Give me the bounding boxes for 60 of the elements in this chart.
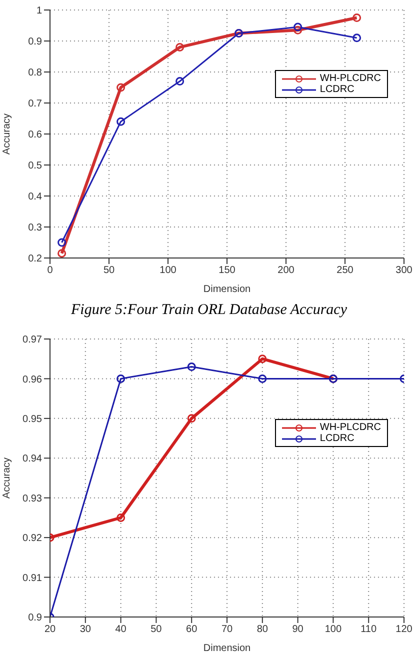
point bbox=[116, 117, 126, 126]
y-tick-label: 0.8 bbox=[28, 68, 42, 79]
x-tick-label: 50 bbox=[103, 265, 115, 276]
x-tick-label: 250 bbox=[336, 265, 354, 276]
caption: Figure 5:Four Train ORL Database Accuracy bbox=[70, 302, 348, 319]
point bbox=[187, 362, 196, 372]
point bbox=[352, 34, 362, 42]
point bbox=[258, 354, 267, 364]
point bbox=[116, 513, 126, 522]
y-tick-label: 0.91 bbox=[22, 572, 42, 584]
point bbox=[294, 22, 302, 32]
point bbox=[352, 14, 362, 22]
point bbox=[58, 249, 66, 258]
x-tick-label: 300 bbox=[396, 265, 413, 276]
y-tick-label: 0.7 bbox=[28, 98, 42, 110]
y-tick-label: 1 bbox=[36, 6, 42, 17]
x-tick-label: 30 bbox=[80, 624, 92, 636]
y-tick-label: 0.97 bbox=[22, 334, 42, 346]
y-axis-title: Accuracy bbox=[2, 113, 13, 155]
x-tick-label: 90 bbox=[292, 624, 304, 636]
y-tick-label: 0.2 bbox=[28, 254, 42, 265]
x-tick-label: 70 bbox=[221, 624, 233, 636]
x-tick-label: 120 bbox=[396, 624, 413, 636]
point bbox=[187, 414, 196, 423]
y-tick-label: 0.96 bbox=[22, 374, 42, 386]
y-tick-label: 0.6 bbox=[28, 130, 42, 141]
x-tick-label: 100 bbox=[160, 265, 177, 276]
y-tick-label: 0.94 bbox=[22, 454, 42, 465]
x-tick-label: 150 bbox=[218, 265, 236, 276]
y-tick-label: 0.92 bbox=[22, 533, 42, 544]
y-axis-title: Accuracy bbox=[2, 457, 13, 499]
x-tick-label: 80 bbox=[256, 624, 268, 636]
legend-label: LCDRC bbox=[320, 84, 354, 95]
point bbox=[116, 83, 126, 92]
x-tick-label: 60 bbox=[186, 624, 198, 636]
x-tick-label: 0 bbox=[47, 265, 54, 276]
y-tick-label: 0.4 bbox=[28, 192, 42, 203]
y-tick-label: 0.9 bbox=[28, 36, 42, 48]
point bbox=[176, 77, 184, 86]
point bbox=[116, 374, 126, 383]
point bbox=[176, 42, 184, 52]
legend-label: LCDRC bbox=[320, 433, 354, 444]
point bbox=[294, 26, 302, 34]
x-tick-label: 50 bbox=[150, 624, 162, 636]
y-tick-label: 0.93 bbox=[22, 493, 42, 504]
x-tick-label: 200 bbox=[278, 265, 295, 276]
y-tick-label: 0.9 bbox=[28, 612, 42, 624]
y-tick-label: 0.95 bbox=[22, 414, 42, 425]
x-axis-title: Dimension bbox=[203, 643, 251, 654]
point bbox=[58, 238, 66, 247]
y-tick-label: 0.3 bbox=[28, 222, 42, 234]
x-tick-label: 20 bbox=[44, 624, 56, 636]
x-tick-label: 40 bbox=[115, 624, 127, 636]
point bbox=[258, 374, 267, 383]
x-tick-label: 110 bbox=[360, 624, 378, 636]
y-tick-label: 0.5 bbox=[28, 160, 42, 172]
x-tick-label: 100 bbox=[324, 624, 342, 636]
x-axis-title: Dimension bbox=[203, 284, 251, 295]
legend-label: WH-PLCDRC bbox=[320, 73, 381, 84]
legend-label: WH-PLCDRC bbox=[320, 422, 381, 433]
